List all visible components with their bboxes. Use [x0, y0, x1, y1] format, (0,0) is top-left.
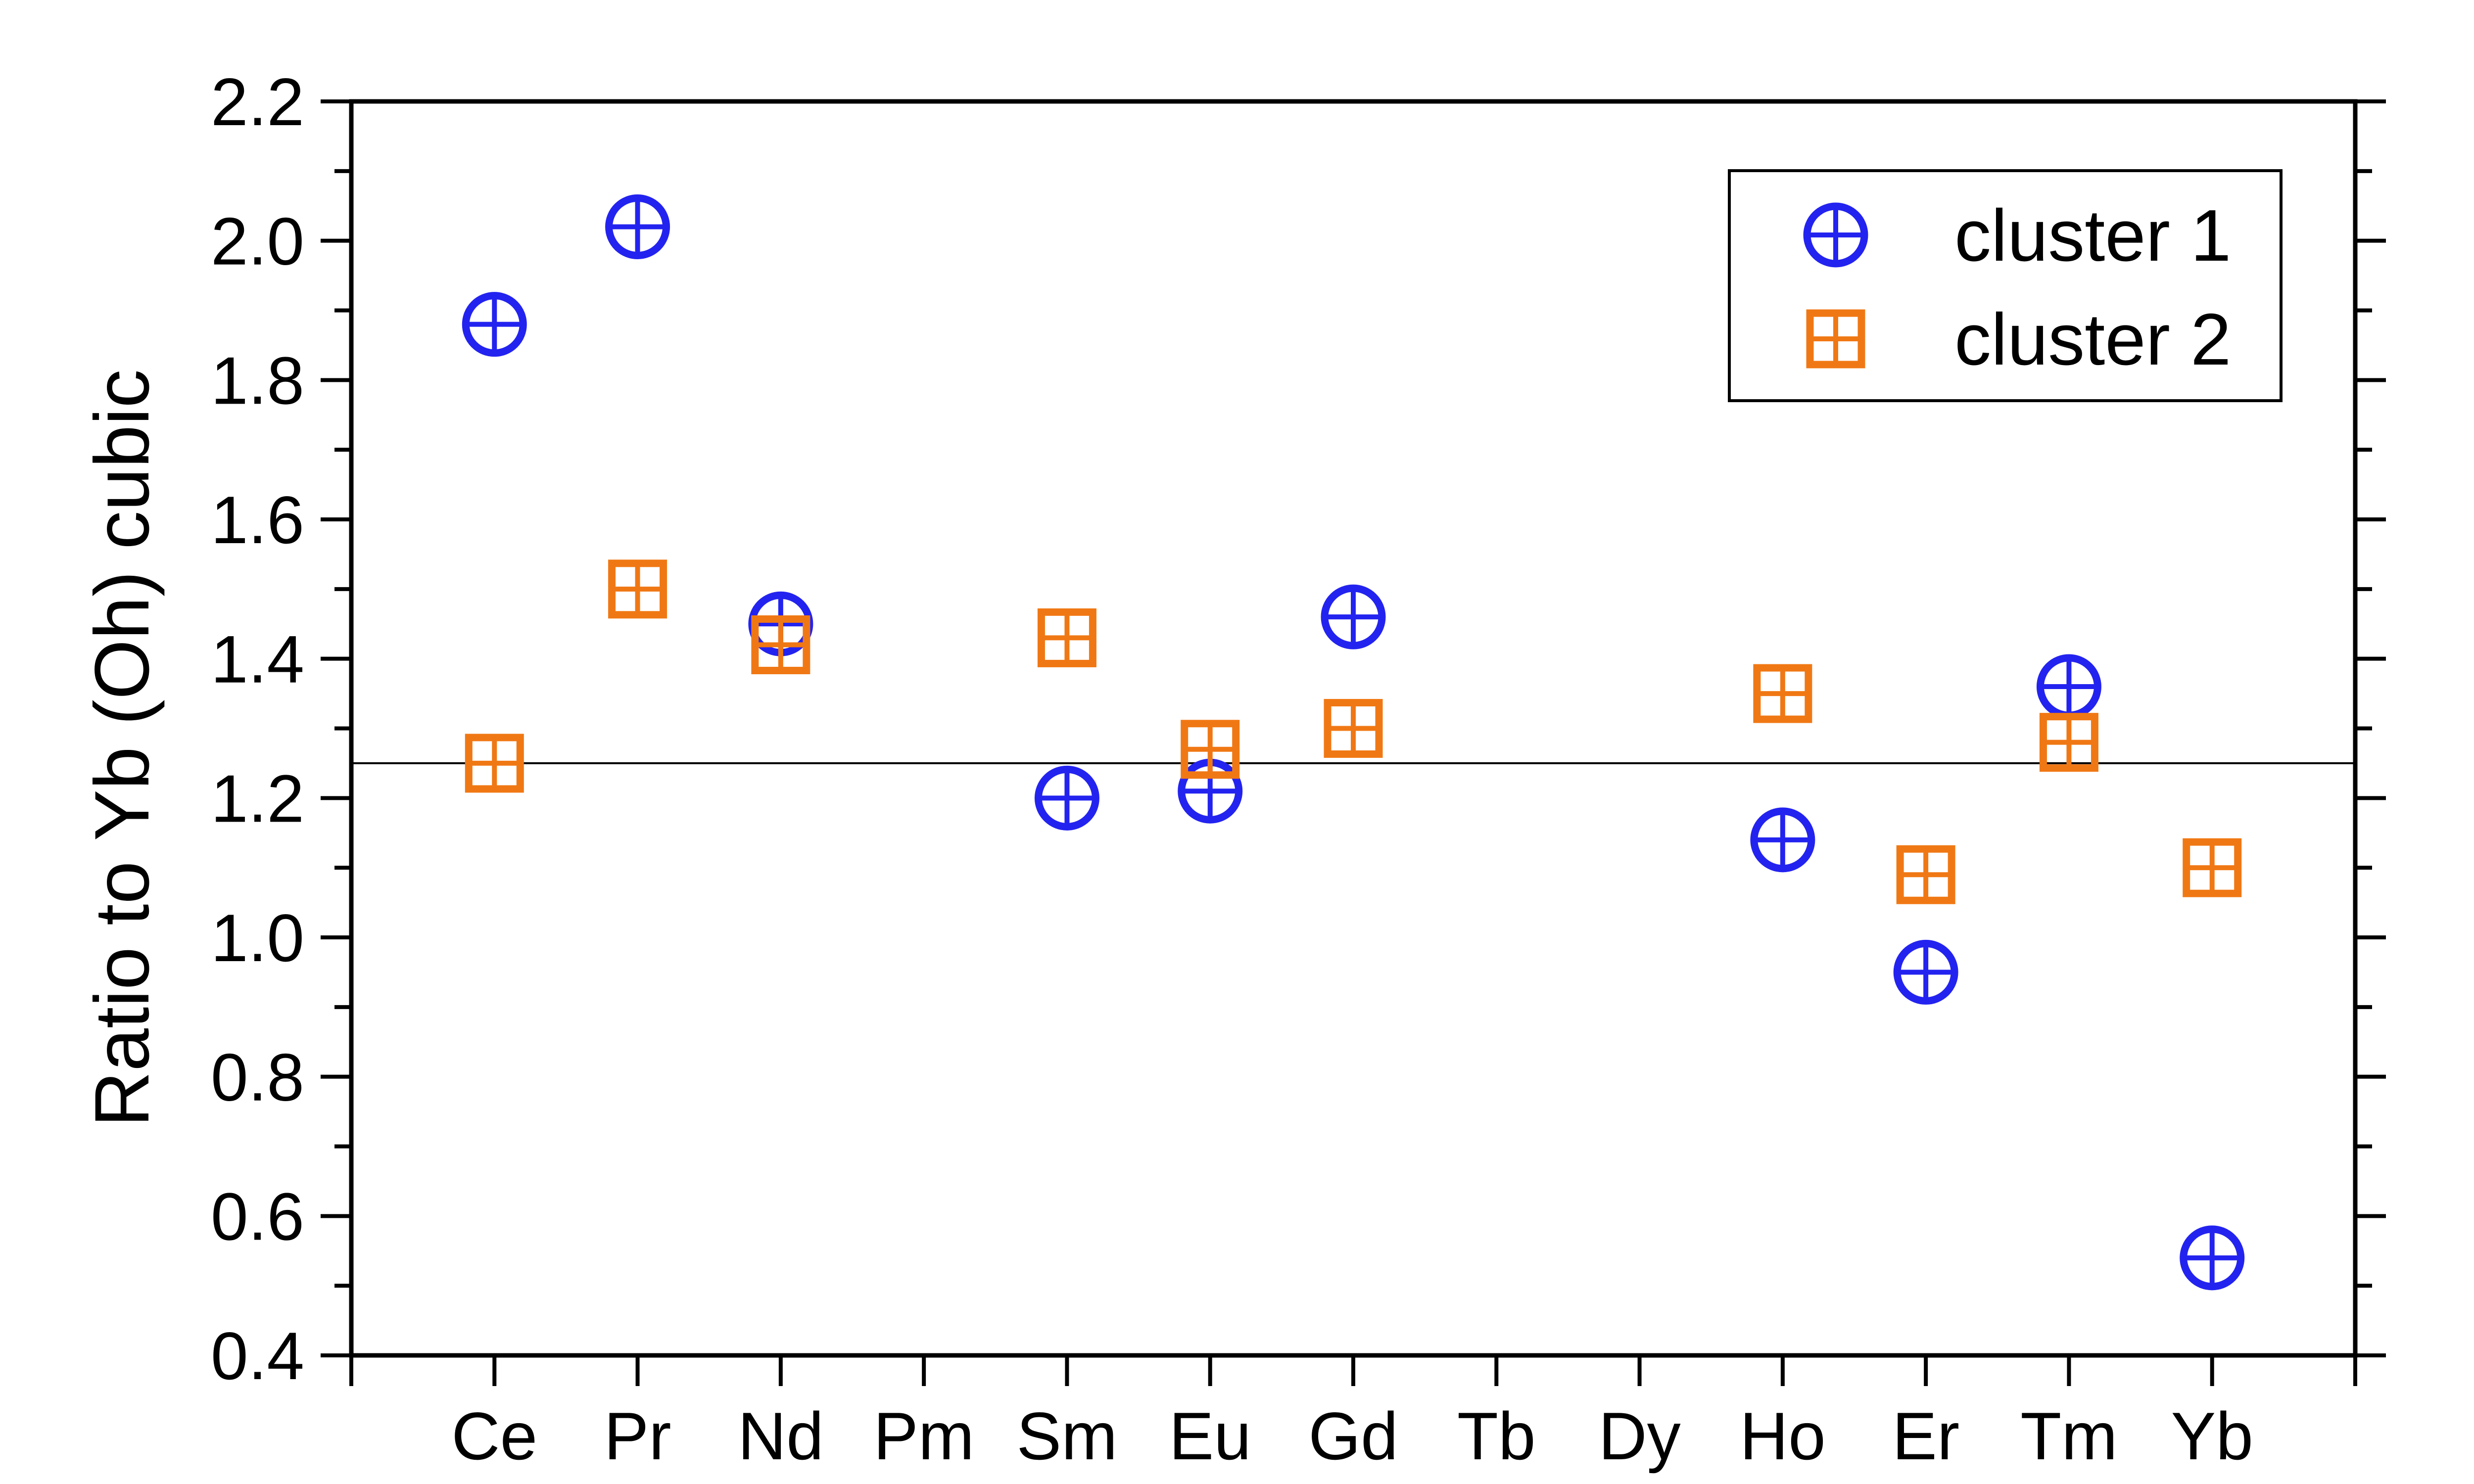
y-tick-label: 0.4 — [211, 1318, 304, 1393]
x-tick-label: Dy — [1598, 1398, 1680, 1474]
y-tick-label: 2.2 — [211, 64, 304, 139]
data-point-series-2 — [751, 615, 810, 674]
y-axis: 0.4 0.6 0.8 1.0 1.2 1.4 1.6 1.8 2.0 2.2 — [211, 64, 2386, 1393]
y-tick-label: 1.0 — [211, 900, 304, 975]
y-tick-label: 1.4 — [211, 622, 304, 697]
x-tick-label: Tm — [2020, 1398, 2117, 1474]
x-tick-label: Gd — [1308, 1398, 1398, 1474]
data-point-series-2 — [2039, 713, 2098, 772]
data-point-series-1 — [605, 194, 670, 259]
data-point-series-1 — [2180, 1225, 2245, 1291]
x-tick-label: Nd — [738, 1398, 824, 1474]
x-tick-label: Pr — [604, 1398, 671, 1474]
x-tick-label: Tb — [1457, 1398, 1536, 1474]
data-point-series-2 — [1037, 608, 1096, 667]
x-axis: Ce Pr Nd Pm Sm Eu Gd Tb Dy Ho Er Tm Yb — [349, 1355, 2357, 1474]
data-point-series-2 — [465, 734, 524, 793]
data-point-series-1 — [1034, 765, 1099, 831]
x-tick-label: Sm — [1016, 1398, 1117, 1474]
x-tick-label: Ho — [1740, 1398, 1826, 1474]
y-axis-title: Ratio to Yb (Oh) cubic — [79, 370, 165, 1127]
legend-marker-series-2 — [1806, 309, 1865, 369]
x-tick-label: Er — [1892, 1398, 1959, 1474]
data-point-series-1 — [2036, 654, 2101, 719]
y-tick-label: 0.6 — [211, 1179, 304, 1254]
x-tick-label: Yb — [2171, 1398, 2253, 1474]
data-point-series-1 — [1893, 939, 1958, 1005]
data-point-series-2 — [2183, 838, 2242, 897]
legend-label: cluster 2 — [1954, 299, 2231, 380]
legend: cluster 1 cluster 2 — [1728, 169, 2283, 402]
x-tick-label: Pm — [873, 1398, 974, 1474]
y-tick-label: 1.2 — [211, 761, 304, 836]
data-points — [462, 194, 2245, 1291]
y-tick-label: 2.0 — [211, 204, 304, 279]
data-point-series-1 — [1321, 584, 1386, 649]
y-tick-label: 0.8 — [211, 1040, 304, 1115]
y-tick-label: 1.6 — [211, 482, 304, 557]
data-point-series-1 — [1750, 807, 1815, 873]
data-point-series-2 — [1324, 699, 1383, 758]
legend-marker-series-1 — [1803, 202, 1868, 268]
data-point-series-2 — [1753, 664, 1812, 723]
x-tick-label: Ce — [451, 1398, 537, 1474]
data-point-series-1 — [462, 292, 527, 357]
legend-label: cluster 1 — [1954, 195, 2231, 277]
data-point-series-2 — [1181, 720, 1240, 779]
data-point-series-2 — [608, 559, 667, 619]
x-tick-label: Eu — [1169, 1398, 1251, 1474]
data-point-series-2 — [1896, 845, 1955, 904]
y-tick-label: 1.8 — [211, 343, 304, 418]
